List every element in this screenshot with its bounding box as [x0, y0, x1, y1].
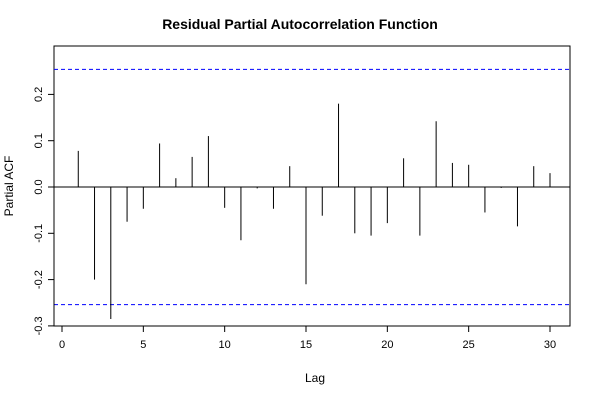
x-tick-label: 5 [140, 339, 146, 351]
x-axis-label: Lag [305, 371, 325, 385]
x-tick-label: 25 [463, 339, 475, 351]
chart-title: Residual Partial Autocorrelation Functio… [162, 16, 438, 32]
y-tick-label: 0.0 [33, 179, 45, 194]
x-tick-label: 0 [59, 339, 65, 351]
y-tick-label: -0.2 [33, 270, 45, 289]
x-tick-label: 10 [219, 339, 231, 351]
y-tick-label: -0.1 [33, 224, 45, 243]
plot-frame [53, 45, 571, 327]
x-tick-label: 15 [300, 339, 312, 351]
y-tick-label: 0.2 [33, 87, 45, 102]
x-axis: 0 5 10 15 20 25 30 [59, 325, 556, 351]
y-axis: -0.3 -0.2 -0.1 0.0 0.1 0.2 [33, 87, 55, 335]
y-tick-label: -0.3 [33, 316, 45, 335]
y-tick-label: 0.1 [33, 133, 45, 148]
y-axis-label: Partial ACF [2, 156, 16, 217]
x-tick-label: 30 [544, 339, 556, 351]
pacf-bars [77, 103, 551, 319]
confidence-bounds [54, 68, 570, 306]
x-tick-label: 20 [381, 339, 393, 351]
